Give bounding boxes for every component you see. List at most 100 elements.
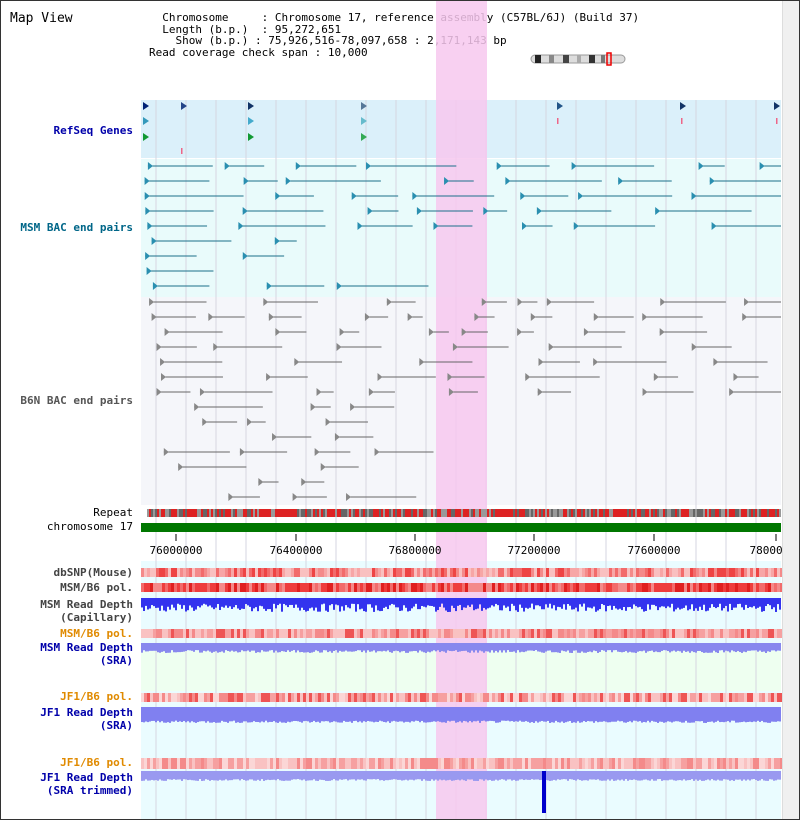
depth-bar [241,771,243,780]
pol-heat-cell [651,568,654,577]
repeat-mark [457,509,459,517]
bac-end-marker [194,403,200,411]
depth-bar [469,707,471,722]
depth-bar [183,598,185,606]
pol-heat-cell [606,758,609,769]
depth-bar [745,707,747,723]
depth-bar [567,771,569,781]
pol-heat-cell [249,758,252,769]
repeat-mark [481,509,483,517]
depth-bar [409,707,411,723]
pol-heat-cell [510,693,513,702]
depth-bar [483,598,485,608]
depth-bar [759,598,761,607]
pol-heat-cell [432,758,435,769]
track-label-msm-b6-pol-sra[interactable]: MSM/B6 pol. [60,627,133,640]
repeat-mark [521,509,523,517]
depth-bar [591,598,593,609]
pol-heat-cell [273,629,276,638]
track-label-dbsnp[interactable]: dbSNP(Mouse) [53,566,133,579]
pol-heat-cell [507,568,510,577]
pol-heat-cell [321,583,324,592]
depth-bar [199,643,201,653]
pol-heat-cell [450,693,453,702]
depth-bar [307,598,309,611]
track-label-msm-b6-pol[interactable]: MSM/B6 pol. [60,581,133,594]
repeat-mark [489,509,491,517]
depth-bar [345,598,347,606]
depth-bar [451,598,453,606]
repeat-mark [765,509,767,517]
depth-bar [533,598,535,610]
depth-bar [183,707,185,722]
track-label-jf1-b6-pol-2[interactable]: JF1/B6 pol. [60,756,133,769]
depth-bar [551,707,553,723]
pol-heat-cell [597,629,600,638]
depth-bar [371,707,373,722]
repeat-mark [537,509,539,517]
track-label-jf1-b6-pol[interactable]: JF1/B6 pol. [60,690,133,703]
region-info: Chromosome : Chromosome 17, reference as… [149,11,640,59]
repeat-mark [753,509,755,517]
track-label-refseq[interactable]: RefSeq Genes [53,124,133,137]
repeat-mark [751,509,753,517]
pol-heat-cell [663,629,666,638]
depth-bar [181,707,183,722]
depth-bar [429,707,431,723]
depth-bar [649,707,651,723]
pol-heat-cell [576,758,579,769]
pol-heat-cell [465,568,468,577]
pol-heat-cell [366,693,369,702]
pol-heat-cell [207,693,210,702]
bac-end-marker [202,418,208,426]
pol-heat-cell [651,629,654,638]
pol-heat-cell [315,568,318,577]
vertical-scrollbar[interactable] [782,1,799,819]
depth-bar [553,598,555,606]
bac-end-marker [149,298,155,306]
depth-bar [421,598,423,606]
track-label-jf1-depth-trimmed[interactable]: JF1 Read Depth [40,771,133,784]
depth-bar [477,771,479,781]
pol-heat-cell [501,629,504,638]
depth-bar [531,707,533,723]
track-label-msm-depth-sra[interactable]: MSM Read Depth [40,641,133,654]
track-label-msm-depth-capillary[interactable]: MSM Read Depth [40,598,133,611]
repeat-mark [493,509,495,517]
depth-bar [671,771,673,780]
repeat-mark [277,509,279,517]
pol-heat-cell [573,758,576,769]
depth-bar [205,707,207,723]
track-label-msm-bac[interactable]: MSM BAC end pairs [20,221,133,234]
depth-bar [729,598,731,604]
pol-heat-cell [504,758,507,769]
pol-heat-cell [366,758,369,769]
depth-bar [435,643,437,652]
depth-bar [431,598,433,606]
repeat-mark [471,509,473,517]
pol-heat-cell [585,583,588,592]
pol-heat-cell [624,568,627,577]
pol-heat-cell [462,693,465,702]
track-label-msm-depth-capillary-sub: (Capillary) [60,611,133,624]
track-label-jf1-depth-sra[interactable]: JF1 Read Depth [40,706,133,719]
pol-heat-cell [519,568,522,577]
pol-heat-cell [435,693,438,702]
depth-bar [517,598,519,612]
chromosome-ideogram[interactable] [529,52,629,66]
depth-bar [419,707,421,723]
depth-bar [239,707,241,723]
depth-bar [581,643,583,652]
depth-bar [717,598,719,608]
bac-end-marker [744,298,750,306]
pol-heat-cell [243,583,246,592]
depth-bar [519,707,521,721]
depth-bar [329,598,331,606]
pol-heat-cell [306,693,309,702]
track-label-b6n-bac[interactable]: B6N BAC end pairs [20,394,133,407]
bac-end-marker [653,373,659,381]
repeat-mark [595,509,597,517]
depth-bar [437,707,439,722]
pol-heat-cell [546,568,549,577]
